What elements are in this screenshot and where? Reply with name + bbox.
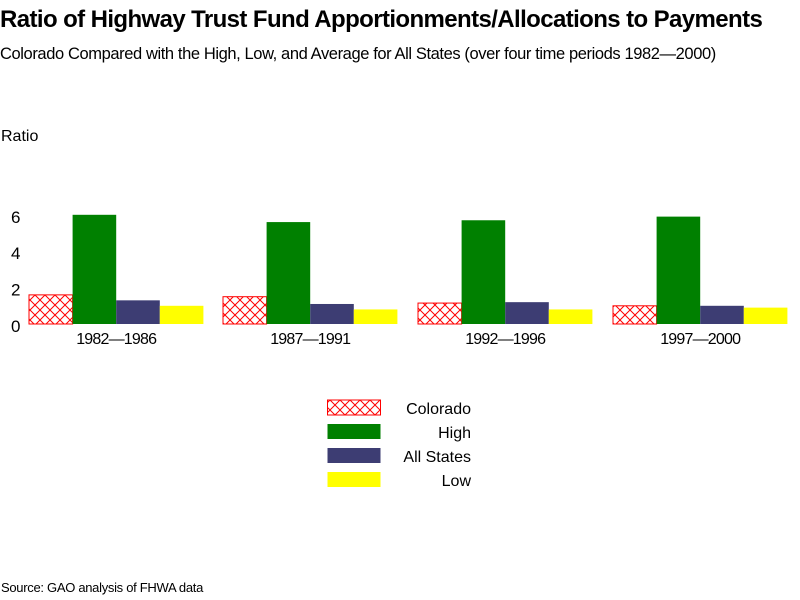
- x-tick-label: 1992—1996: [465, 331, 546, 348]
- x-tick-label: 1987—1991: [270, 331, 351, 348]
- chart-subtitle: Colorado Compared with the High, Low, an…: [0, 45, 716, 63]
- bar-low: [743, 307, 788, 324]
- x-tick-label: 1982—1986: [76, 331, 157, 348]
- y-tick-label: 6: [11, 208, 20, 227]
- y-tick-label: 2: [11, 281, 20, 300]
- chart-title: Ratio of Highway Trust Fund Apportionmen…: [0, 6, 763, 33]
- bar-all-states: [310, 303, 354, 324]
- source-note: Source: GAO analysis of FHWA data: [1, 580, 204, 595]
- legend-swatch: [327, 448, 381, 463]
- bar-low: [159, 305, 204, 324]
- bar-all-states: [116, 300, 160, 324]
- bar-low: [548, 309, 593, 324]
- bar-high: [72, 214, 117, 324]
- bar-colorado: [612, 305, 658, 325]
- bar-colorado: [417, 302, 463, 325]
- y-tick-label: 0: [11, 317, 20, 336]
- bar-high: [266, 222, 311, 324]
- bar-all-states: [505, 302, 549, 324]
- x-tick-label: 1997—2000: [660, 331, 741, 348]
- bar-all-states: [700, 305, 744, 324]
- bar-colorado: [222, 296, 268, 325]
- bar-colorado: [28, 294, 74, 325]
- legend-swatch: [327, 424, 381, 439]
- legend-label: All States: [403, 449, 471, 466]
- bar-low: [353, 309, 398, 324]
- y-tick-label: 4: [11, 244, 20, 263]
- legend-swatch: [327, 399, 381, 416]
- legend-swatch: [327, 472, 381, 487]
- y-axis-label: Ratio: [1, 128, 39, 145]
- legend-label: Low: [442, 473, 472, 490]
- legend-label: Colorado: [406, 401, 471, 418]
- legend-label: High: [438, 425, 471, 442]
- bar-high: [461, 220, 506, 324]
- bar-high: [656, 216, 701, 324]
